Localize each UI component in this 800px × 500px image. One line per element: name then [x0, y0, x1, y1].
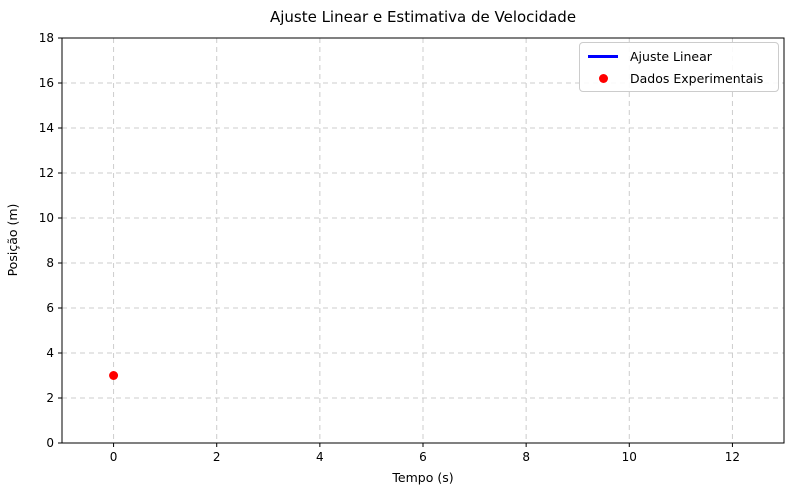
y-tick-label: 4	[46, 346, 54, 360]
y-tick-label: 8	[46, 256, 54, 270]
y-tick-label: 12	[39, 166, 54, 180]
legend-line-icon	[588, 54, 618, 58]
legend-item-dados-experimentais: Dados Experimentais	[580, 69, 778, 87]
y-tick-label: 2	[46, 391, 54, 405]
legend-dot-icon	[598, 73, 608, 83]
chart-title: Ajuste Linear e Estimativa de Velocidade	[270, 8, 576, 26]
x-tick-label: 4	[316, 450, 324, 464]
y-tick-label: 14	[39, 121, 54, 135]
legend-sample-area	[580, 54, 626, 58]
x-tick-label: 10	[622, 450, 637, 464]
y-tick-label: 16	[39, 76, 54, 90]
data-point	[109, 371, 119, 380]
legend: Ajuste Linear Dados Experimentais	[579, 42, 779, 92]
y-tick-label: 10	[39, 211, 54, 225]
x-tick-label: 6	[419, 450, 427, 464]
y-tick-label: 18	[39, 31, 54, 45]
x-tick-label: 0	[110, 450, 118, 464]
x-tick-label: 8	[522, 450, 530, 464]
legend-item-ajuste-linear: Ajuste Linear	[580, 47, 778, 65]
legend-label-ajuste-linear: Ajuste Linear	[630, 48, 712, 64]
legend-sample-area	[580, 73, 626, 83]
x-axis-label: Tempo (s)	[391, 470, 453, 485]
x-tick-label: 2	[213, 450, 221, 464]
x-tick-label: 12	[725, 450, 740, 464]
y-tick-label: 0	[46, 436, 54, 450]
y-tick-label: 6	[46, 301, 54, 315]
y-axis-label: Posição (m)	[5, 204, 20, 277]
legend-label-dados-experimentais: Dados Experimentais	[630, 70, 764, 86]
